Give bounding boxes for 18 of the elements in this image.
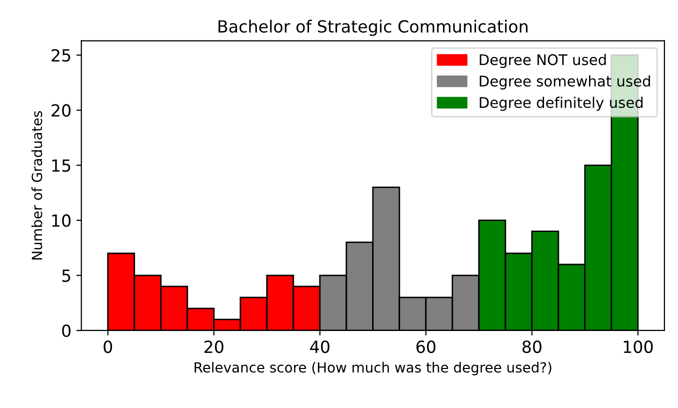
legend-label: Degree NOT used: [480, 54, 606, 68]
y-tick-label: 25: [52, 49, 70, 62]
y-tick-label: 5: [62, 270, 70, 282]
y-tick-label: 15: [52, 159, 70, 172]
chart-title: Bachelor of Strategic Communication: [218, 20, 528, 36]
legend-label: Degree definitely used: [480, 96, 643, 111]
y-tick-label: 10: [52, 214, 71, 227]
legend-label: Degree somewhat used: [480, 75, 650, 90]
x-tick-label: 80: [522, 340, 542, 354]
y-axis-title: Number of Graduates: [31, 111, 42, 260]
y-tick-label: 20: [52, 104, 71, 117]
x-tick-label: 40: [310, 340, 330, 354]
x-tick-label: 100: [624, 340, 653, 354]
y-tick-label: 0: [62, 324, 71, 338]
x-tick-label: 0: [104, 340, 112, 354]
x-tick-label: 60: [416, 340, 436, 354]
x-tick-label: 20: [204, 340, 224, 354]
x-axis-title: Relevance score (How much was the degree used?): [194, 362, 552, 376]
